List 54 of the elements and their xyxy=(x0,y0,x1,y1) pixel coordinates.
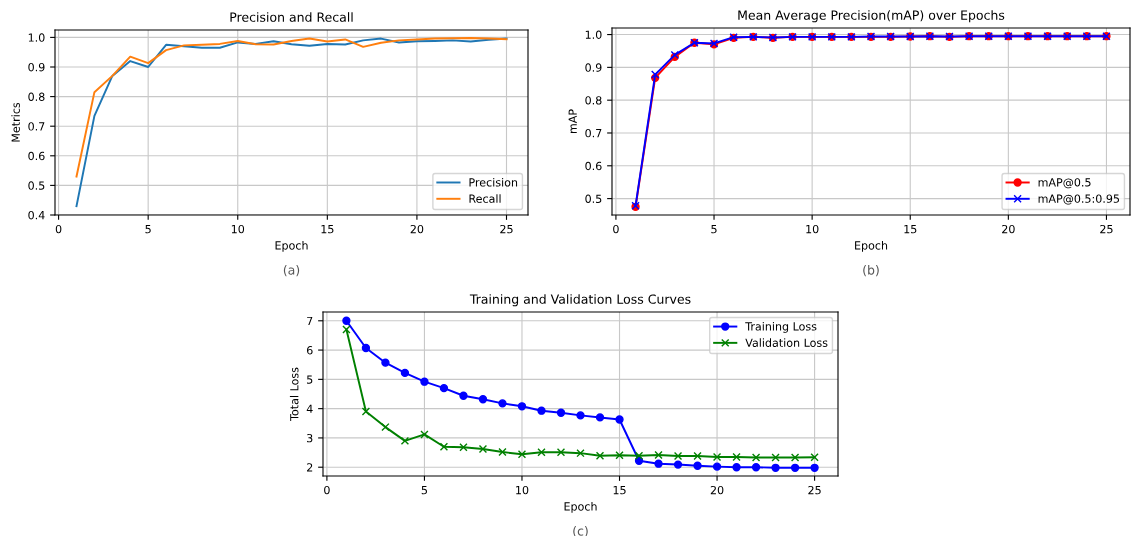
x-tick-label: 20 xyxy=(1002,224,1015,234)
x-tick-label: 20 xyxy=(410,224,424,234)
y-tick-label: 0.6 xyxy=(585,161,602,171)
x-tick-label: 10 xyxy=(231,224,245,234)
x-tick-label: 10 xyxy=(516,485,529,495)
y-axis-title: mAP xyxy=(568,109,577,134)
text: (a) xyxy=(283,265,300,277)
y-tick-label: 0.8 xyxy=(585,96,602,105)
chart-title: Mean Average Precision(mAP) over Epochs xyxy=(738,10,1005,23)
y-tick-label: 5 xyxy=(307,375,313,384)
y-tick-label: 0.9 xyxy=(28,62,45,72)
y-tick-label: 2 xyxy=(307,463,313,472)
y-tick-label: 0.7 xyxy=(585,128,602,138)
x-tick-label: 15 xyxy=(321,225,334,234)
x-tick-label: 0 xyxy=(613,224,619,234)
x-tick-label: 10 xyxy=(806,224,819,234)
y-tick-label: 3 xyxy=(307,433,313,443)
x-tick-label: 0 xyxy=(55,224,62,234)
y-tick-label: 0.6 xyxy=(28,151,45,161)
text: (b) xyxy=(863,265,879,277)
legend-label: Validation Loss xyxy=(745,338,828,347)
x-tick-label: 5 xyxy=(711,225,717,234)
legend-label: Precision xyxy=(469,177,518,187)
x-axis-title: Epoch xyxy=(855,241,888,252)
chart-title: Training and Validation Loss Curves xyxy=(469,294,691,307)
legend-label: mAP@0.5 xyxy=(1038,178,1091,189)
y-tick-label: 7 xyxy=(307,316,313,326)
x-tick-label: 25 xyxy=(500,224,513,234)
legend-label: mAP@0.5:0.95 xyxy=(1038,194,1120,205)
y-tick-label: 0.5 xyxy=(28,181,45,190)
x-axis-title: Epoch xyxy=(564,502,597,513)
y-tick-label: 1.0 xyxy=(585,30,602,39)
x-tick-label: 5 xyxy=(421,486,427,495)
y-tick-label: 0.9 xyxy=(585,63,602,72)
y-tick-label: 1.0 xyxy=(28,33,45,42)
y-tick-label: 0.4 xyxy=(28,210,45,220)
legend-label: Training Loss xyxy=(745,322,817,333)
y-tick-label: 0.5 xyxy=(585,194,602,203)
x-tick-label: 15 xyxy=(904,225,917,234)
x-tick-label: 15 xyxy=(613,486,626,495)
x-tick-label: 0 xyxy=(324,485,330,495)
x-tick-label: 25 xyxy=(1100,224,1113,234)
x-tick-label: 20 xyxy=(710,485,724,495)
x-axis-title: Epoch xyxy=(275,241,308,252)
y-axis-title: Total Loss xyxy=(289,367,299,421)
legend-label: Recall xyxy=(469,194,501,203)
chart-title: Precision and Recall xyxy=(230,12,353,22)
y-tick-label: 4 xyxy=(306,404,313,413)
x-tick-label: 25 xyxy=(808,485,821,495)
x-tick-label: 5 xyxy=(145,225,151,234)
y-axis-title: Metrics xyxy=(11,102,20,142)
y-tick-label: 0.8 xyxy=(28,92,45,101)
y-tick-label: 6 xyxy=(306,346,313,355)
y-tick-label: 0.7 xyxy=(28,122,45,131)
